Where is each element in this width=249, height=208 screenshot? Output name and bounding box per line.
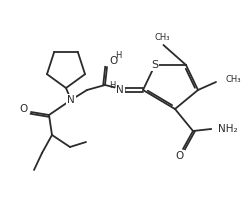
Text: S: S [151, 60, 159, 70]
Text: O: O [176, 151, 184, 161]
Text: NH₂: NH₂ [218, 124, 238, 134]
Text: N: N [67, 95, 75, 105]
Text: H: H [109, 80, 115, 89]
Text: CH₃: CH₃ [155, 33, 170, 42]
Text: N: N [116, 85, 124, 95]
Text: O: O [20, 104, 28, 114]
Text: H: H [115, 52, 121, 61]
Text: O: O [109, 56, 117, 66]
Text: CH₃: CH₃ [225, 74, 241, 83]
